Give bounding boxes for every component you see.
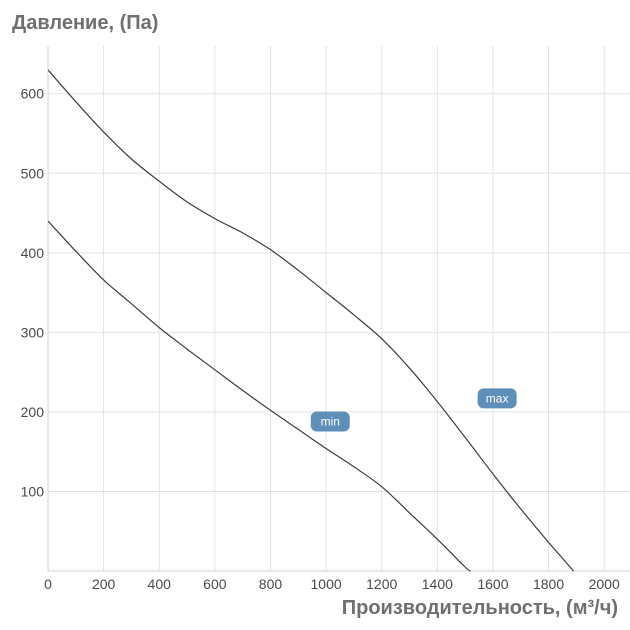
x-tick-label: 200 bbox=[92, 576, 116, 592]
y-axis-label: Давление, (Па) bbox=[12, 12, 159, 34]
x-tick-label: 600 bbox=[203, 576, 227, 592]
x-tick-label: 800 bbox=[259, 576, 283, 592]
series-badge-max bbox=[477, 388, 517, 409]
x-tick-label: 2000 bbox=[589, 576, 620, 592]
series-badge-label-min: min bbox=[321, 414, 340, 428]
x-axis-label: Производительность, (м³/ч) bbox=[341, 597, 618, 619]
y-tick-label: 200 bbox=[21, 404, 45, 420]
series-badge-label-max: max bbox=[486, 391, 509, 405]
series-line-min bbox=[47, 220, 472, 572]
x-tick-label: 1000 bbox=[311, 576, 342, 592]
series-badge-min bbox=[310, 411, 350, 432]
x-tick-label: 1400 bbox=[422, 576, 453, 592]
x-tick-label: 1600 bbox=[477, 576, 508, 592]
y-tick-label: 300 bbox=[21, 324, 45, 340]
y-tick-label: 400 bbox=[21, 245, 45, 261]
series-line-max bbox=[47, 69, 575, 572]
y-tick-label: 500 bbox=[21, 165, 45, 181]
x-tick-label: 1800 bbox=[533, 576, 564, 592]
x-tick-label: 400 bbox=[148, 576, 172, 592]
y-tick-label: 100 bbox=[21, 483, 45, 499]
y-tick-label: 600 bbox=[21, 86, 45, 102]
x-tick-label: 0 bbox=[44, 576, 52, 592]
x-tick-label: 1200 bbox=[366, 576, 397, 592]
